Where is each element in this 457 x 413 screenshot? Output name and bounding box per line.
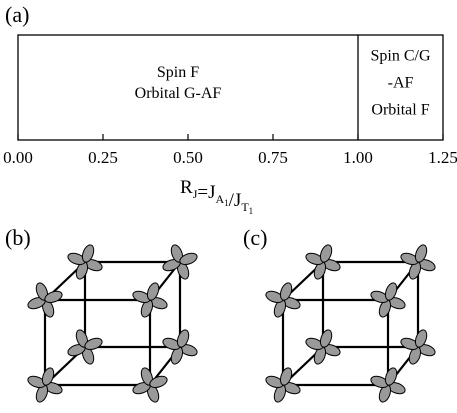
region-label: Orbital G-AF [135, 85, 222, 102]
x-label-sub: T [241, 200, 249, 214]
orbital [370, 282, 406, 318]
panel-label: (b) [5, 225, 31, 250]
orbital [132, 282, 168, 318]
orbital-lobe [414, 244, 428, 263]
orbital [162, 244, 198, 280]
panel-label: (c) [243, 225, 267, 250]
orbital-cubes [27, 244, 436, 403]
x-label-sub: A [215, 192, 224, 206]
region-label: Orbital F [371, 102, 429, 119]
orbital [67, 329, 103, 365]
orbital-lobe [319, 329, 333, 348]
orbital [265, 367, 301, 403]
orbital-lobe [319, 244, 333, 263]
orbital [370, 367, 406, 403]
orbital-lobe [384, 282, 398, 301]
orbital-lobe [279, 367, 293, 386]
x-label-part: R [180, 177, 193, 198]
x-label-part: =J [197, 182, 215, 203]
orbital [67, 244, 103, 280]
x-tick-label: 1.25 [428, 148, 457, 167]
x-tick-label: 0.00 [3, 148, 33, 167]
panel-label: (a) [5, 2, 29, 27]
orbital [305, 329, 341, 365]
orbital [400, 244, 436, 280]
orbital-lobe [279, 282, 293, 301]
x-tick-label: 0.25 [88, 148, 118, 167]
x-tick-label: 0.75 [258, 148, 288, 167]
x-axis-label: RJ=JA1/JT1 [180, 177, 253, 216]
x-tick-label: 0.50 [173, 148, 203, 167]
orbital [162, 329, 198, 365]
x-label-subsub: 1 [249, 206, 254, 216]
x-tick-label: 1.00 [343, 148, 373, 167]
orbital-lobe [41, 367, 55, 386]
orbital-lobe [176, 329, 190, 348]
orbital [305, 244, 341, 280]
orbital [132, 367, 168, 403]
orbital [27, 282, 63, 318]
orbital [400, 329, 436, 365]
orbital [265, 282, 301, 318]
x-label-sub: J [193, 187, 198, 201]
orbital-lobe [81, 244, 95, 263]
orbital-lobe [179, 252, 198, 266]
orbital [27, 367, 63, 403]
orbital-lobe [384, 367, 398, 386]
region-label: Spin C/G [370, 48, 430, 65]
orbital-lobe [44, 290, 63, 304]
orbital-lobe [146, 282, 160, 301]
region-label: -AF [388, 75, 414, 92]
phase-frame [17, 34, 444, 141]
x-label-part: /J [229, 190, 242, 211]
region-label: Spin F [157, 64, 199, 81]
orbital-lobe [149, 375, 168, 389]
x-label-subsub: 1 [224, 198, 229, 208]
orbital-lobe [84, 337, 103, 351]
orbital-lobe [414, 329, 428, 348]
